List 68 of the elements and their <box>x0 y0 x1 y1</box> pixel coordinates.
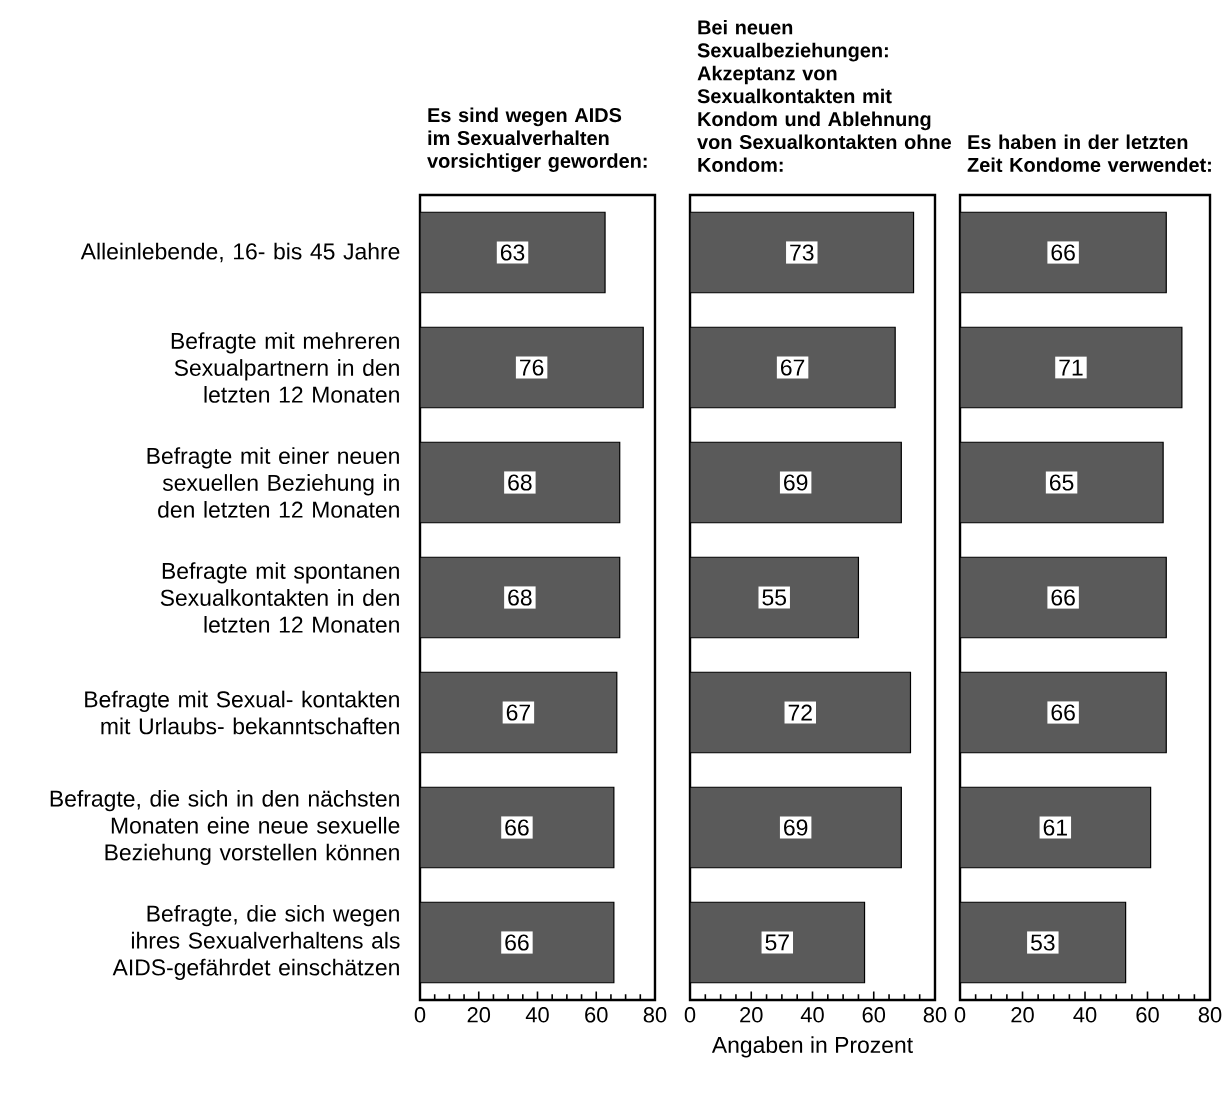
y-tick-label: Befragte, die sich wegen ihres Sexualverhaltens als AIDS-gefährdet einschätzen <box>112 904 400 981</box>
data-label: 57 <box>765 934 789 951</box>
y-tick-label: Befragte mit Sexual- kontakten mit Urlaubs- bekanntschaften <box>85 690 399 735</box>
bar <box>690 441 902 524</box>
chart-title: Es haben in der letzten Zeit Kondome verwendet: <box>967 134 1211 173</box>
y-tick-label: Befragte, die sich in den nächsten Monaten eine neue sexuelle Beziehung vorstellen können <box>50 789 400 866</box>
x-tick-label: 20 <box>1011 1007 1034 1023</box>
bar <box>420 671 618 754</box>
data-label: 66 <box>505 819 529 836</box>
bar <box>420 441 621 524</box>
chart-title: Bei neuen Sexualbeziehungen: Akzeptanz von Sexualkontakten mit Kondom und Ablehnung von Sexualkontakten ohne Kondom: <box>697 19 952 173</box>
bar <box>960 326 1183 409</box>
x-tick-label: 0 <box>414 1007 426 1023</box>
data-label: 66 <box>1051 244 1075 261</box>
data-label: 67 <box>781 359 805 376</box>
data-label: 68 <box>508 589 532 606</box>
bar <box>690 786 902 869</box>
data-label: 72 <box>788 704 812 721</box>
x-tick-label: 40 <box>525 1007 549 1023</box>
bar <box>690 211 915 294</box>
bar <box>960 211 1167 294</box>
bar <box>420 556 621 639</box>
x-tick-label: 20 <box>740 1007 763 1023</box>
bar <box>420 211 606 294</box>
bar <box>960 901 1127 984</box>
chart-title: Es sind wegen AIDS im Sexualverhalten vorsichtiger geworden: <box>427 107 647 173</box>
x-tick-label: 0 <box>954 1007 966 1023</box>
data-label: 63 <box>500 244 525 261</box>
data-label: 65 <box>1049 474 1074 491</box>
bar <box>690 901 866 984</box>
data-label: 66 <box>1051 589 1075 606</box>
y-tick-label: Befragte mit spontanen Sexualkontakten in den letzten 12 Monaten <box>160 562 399 633</box>
data-label: 68 <box>508 474 532 491</box>
data-label: 66 <box>505 934 529 951</box>
data-label: 69 <box>784 474 808 491</box>
bar <box>690 326 896 409</box>
bar <box>420 786 615 869</box>
x-tick-label: 40 <box>800 1007 824 1023</box>
bar <box>960 441 1164 524</box>
bar <box>690 556 860 639</box>
data-label: 73 <box>790 244 814 261</box>
x-tick-label: 60 <box>1136 1007 1159 1023</box>
x-tick-label: 60 <box>862 1007 886 1023</box>
x-tick-label: 80 <box>643 1007 667 1023</box>
bar <box>420 326 644 409</box>
y-tick-label: Befragte mit mehreren Sexualpartnern in den letzten 12 Monaten <box>171 332 399 403</box>
x-tick-label: 80 <box>923 1007 947 1023</box>
bar <box>960 671 1167 754</box>
data-label: 55 <box>762 589 786 606</box>
x-tick-label: 40 <box>1073 1007 1097 1023</box>
x-axis-title: Angaben in Prozent <box>711 1036 913 1058</box>
bar <box>960 786 1152 869</box>
data-label: 66 <box>1051 704 1075 721</box>
data-label: 53 <box>1030 934 1055 951</box>
data-label: 71 <box>1059 359 1083 376</box>
x-tick-label: 0 <box>684 1007 696 1023</box>
x-tick-label: 20 <box>467 1007 491 1023</box>
y-tick-label: Befragte mit einer neuen sexuellen Beziehung in den letzten 12 Monaten <box>147 447 399 518</box>
data-label: 69 <box>784 819 808 836</box>
bar <box>690 671 912 754</box>
y-tick-label: Alleinlebende, 16- bis 45 Jahre <box>80 242 400 263</box>
x-tick-label: 80 <box>1198 1007 1222 1023</box>
data-label: 67 <box>506 704 530 721</box>
data-label: 61 <box>1043 819 1067 836</box>
data-label: 76 <box>520 359 544 376</box>
bar <box>960 556 1167 639</box>
bar <box>420 901 615 984</box>
x-tick-label: 60 <box>585 1007 608 1023</box>
